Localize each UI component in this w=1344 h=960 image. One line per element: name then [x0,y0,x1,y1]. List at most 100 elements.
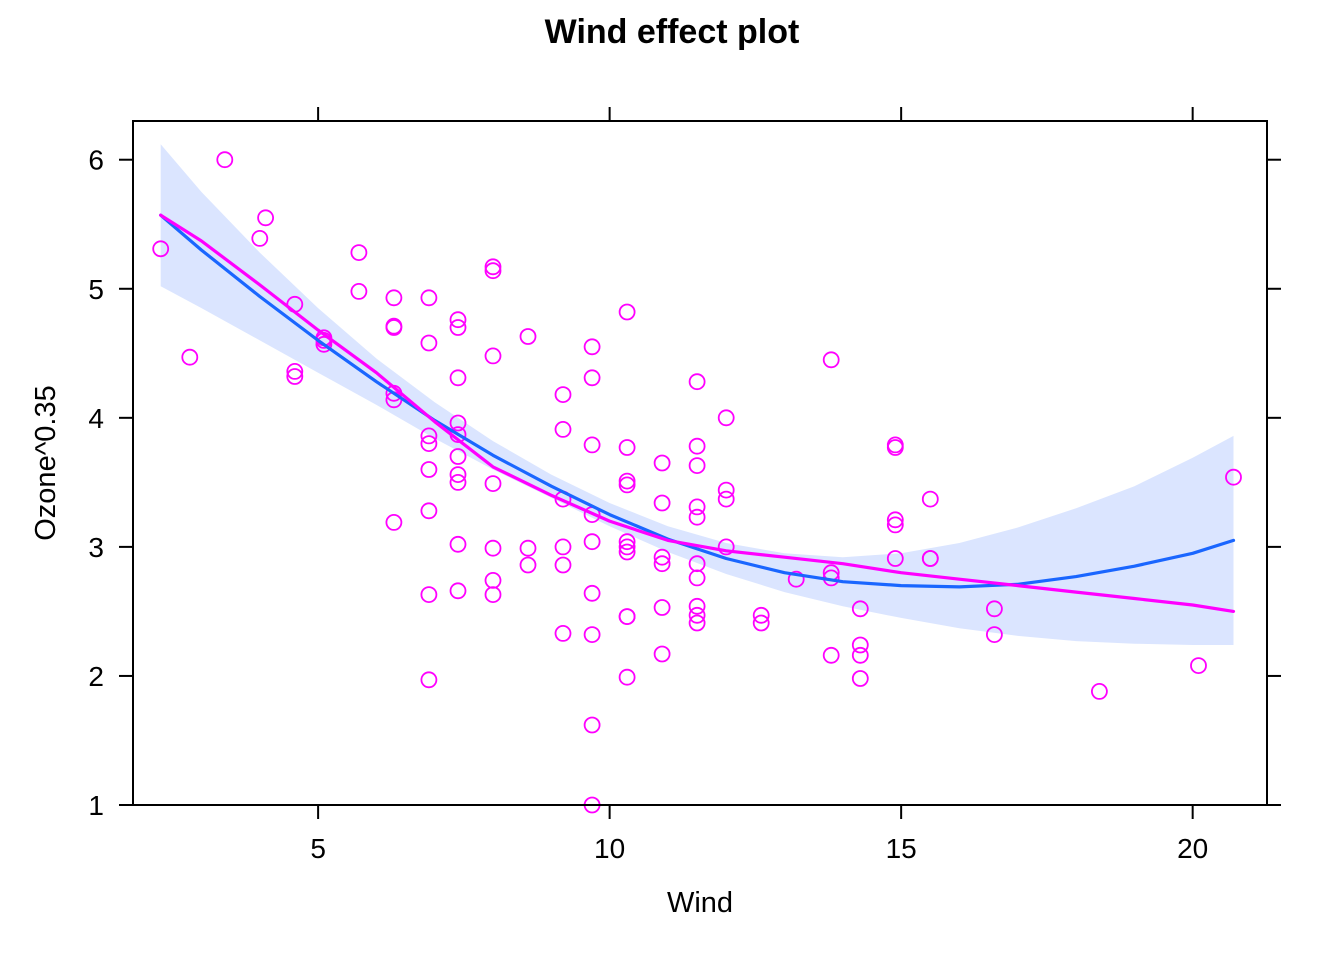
data-point [484,539,502,557]
y-tick-label: 5 [88,274,104,305]
data-point [618,472,636,490]
data-point [449,473,467,491]
data-points-layer [152,151,1242,814]
data-point [449,535,467,553]
data-point [886,550,904,567]
y-axis-label: Ozone^0.35 [30,385,62,541]
data-point [688,457,706,475]
y-tick-label: 3 [88,532,104,563]
fit-lines-layer [159,213,1236,613]
data-point [618,303,636,321]
data-point [717,409,735,427]
x-tick-label: 5 [310,833,326,864]
x-axis-label: Wind [667,887,733,919]
data-point [152,240,170,258]
data-point [787,570,805,588]
data-point [420,334,438,352]
data-point [257,209,275,227]
data-point [350,244,368,262]
data-point [986,626,1003,643]
data-point [986,600,1003,618]
data-point [449,466,467,484]
data-point [583,626,601,643]
data-point [688,373,706,391]
data-point [583,533,601,551]
data-point [519,539,537,557]
data-point [752,614,770,632]
data-point [286,362,304,380]
data-point [618,533,636,551]
data-point [618,543,636,561]
data-point [653,555,671,573]
data-point [449,582,467,600]
data-point [688,498,706,516]
data-point [181,348,199,366]
y-tick-label: 1 [88,790,104,821]
data-point [717,538,735,556]
data-point [1091,683,1108,700]
data-point [554,420,572,438]
fit-line [159,213,1236,589]
data-point [1225,468,1242,486]
data-point [484,258,502,276]
data-point [385,289,403,307]
data-point [688,597,706,615]
data-point [1190,657,1207,674]
data-point [583,584,601,602]
data-point [484,475,502,493]
y-tick-label: 2 [88,661,104,692]
data-point [618,476,636,494]
data-point [851,646,869,664]
data-point [420,502,438,520]
data-point [216,151,234,169]
data-point [554,386,572,404]
data-point [449,369,467,387]
data-point [822,646,840,664]
data-point [420,461,438,478]
data-point [717,490,735,508]
data-point [618,608,636,625]
data-point [350,282,368,300]
chart-title: Wind effect plot [545,13,800,51]
data-point [717,481,735,499]
data-point [449,311,467,329]
data-point [653,454,671,472]
y-tick-label: 6 [88,145,104,176]
data-point [851,670,869,687]
data-point [484,572,502,589]
data-point [822,351,840,369]
data-point [618,668,636,686]
data-point [886,516,904,534]
data-point [554,538,572,556]
data-point [420,435,438,453]
data-point [420,586,438,603]
data-point [583,716,601,734]
data-point [315,335,333,353]
data-point [583,436,601,454]
data-point [449,319,467,336]
data-point [618,439,636,456]
plot-frame [132,120,1268,806]
data-point [653,599,671,616]
data-point [752,606,770,624]
data-point [251,229,269,247]
data-point [554,625,572,642]
data-point [449,448,467,465]
data-point [484,347,502,365]
smooth-line [159,213,1236,613]
data-point [484,262,502,280]
data-point [420,427,438,445]
data-point [286,368,304,385]
data-point [519,556,537,574]
data-point [886,439,904,456]
data-point [554,556,572,574]
data-point [653,548,671,566]
data-point [484,586,502,603]
data-point [851,600,869,618]
x-tick-label: 20 [1177,833,1208,864]
data-point [618,538,636,556]
data-point [385,319,403,336]
x-tick-label: 15 [886,833,917,864]
axes-layer: 5 10 15 20 1 2 3 4 5 6 [88,107,1281,864]
data-point [921,550,939,567]
